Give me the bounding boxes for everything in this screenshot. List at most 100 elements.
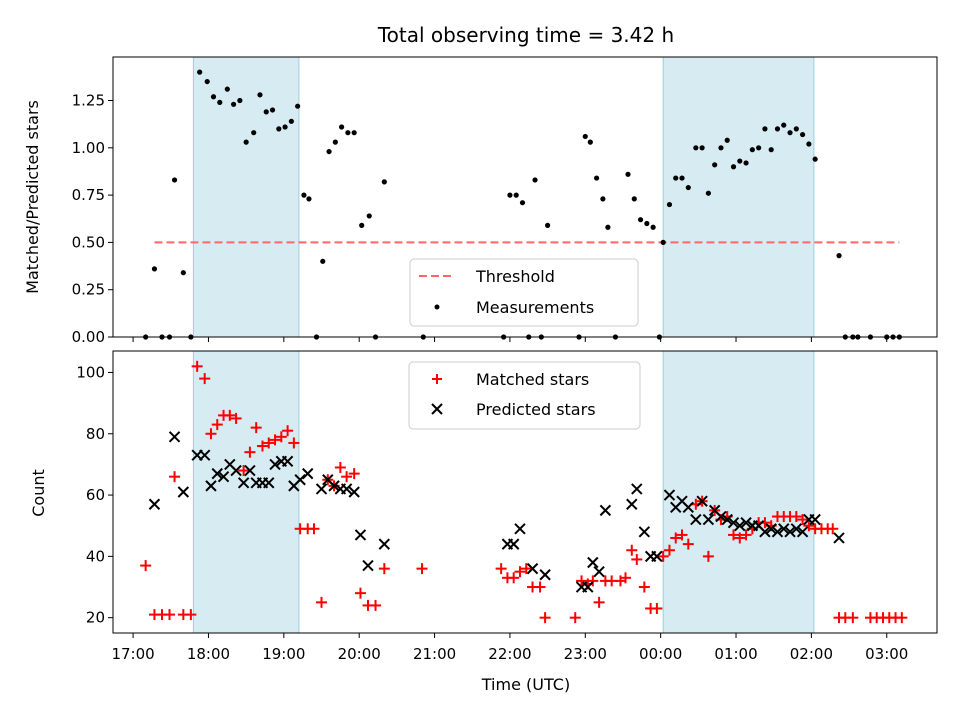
top-panel: 0.00 0.25 0.50 0.75 1.00 1.25 Total observing… — [23, 23, 938, 346]
measurement-point — [351, 130, 357, 136]
measurement-point — [359, 222, 365, 228]
matched-point — [348, 468, 360, 480]
matched-point — [827, 523, 839, 535]
measurement-point — [712, 162, 718, 168]
measurement-point — [204, 78, 210, 85]
measurement-point — [251, 130, 257, 136]
matched-point — [734, 532, 746, 544]
legend-measurements-swatch — [434, 304, 440, 310]
measurements-series — [143, 69, 902, 340]
predicted-point — [771, 526, 784, 538]
matched-point — [185, 609, 197, 621]
measurement-point — [660, 239, 666, 246]
measurement-point — [339, 124, 345, 130]
legend-threshold-label: Threshold — [475, 267, 555, 286]
matched-point — [495, 563, 507, 575]
measurement-point — [306, 196, 312, 202]
predicted-point — [682, 501, 694, 514]
matched-point — [269, 434, 281, 446]
shaded-region-0 — [192, 350, 300, 634]
x-tick-label: 01:00 — [714, 645, 757, 663]
y-tick-label: 1.25 — [72, 92, 105, 110]
bottom-shaded-regions — [192, 350, 815, 634]
predicted-point — [765, 523, 777, 535]
predicted-point — [809, 513, 821, 526]
predicted-point — [354, 529, 367, 541]
matched-point — [651, 602, 663, 614]
measurement-point — [326, 148, 332, 155]
matched-point — [539, 612, 551, 624]
predicted-point — [790, 523, 803, 535]
matched-point — [263, 437, 275, 449]
measurement-point — [217, 99, 223, 106]
y-tick-label: 60 — [86, 486, 105, 504]
bottom-legend-box — [408, 361, 641, 430]
predicted-point — [796, 526, 809, 538]
matched-point — [230, 412, 242, 424]
predicted-point — [514, 523, 526, 535]
predicted-point — [230, 464, 242, 477]
predicted-point — [205, 480, 217, 492]
measurement-point — [650, 224, 656, 230]
x-tick-label: 21:00 — [413, 645, 456, 663]
measurement-point — [301, 192, 307, 198]
measurement-point — [793, 126, 799, 132]
measurement-point — [237, 97, 243, 104]
x-tick-label: 00:00 — [639, 645, 682, 663]
matched-point — [740, 529, 752, 541]
matched-point — [282, 425, 294, 437]
bottom-x-ticks: 17:00 18:00 19:00 20:00 21:00 22:00 23:00 00:00… — [111, 633, 908, 663]
measurement-point — [366, 213, 372, 219]
measurement-point — [269, 107, 276, 113]
x-tick-label: 18:00 — [187, 645, 230, 663]
measurement-point — [180, 270, 186, 276]
matched-point — [308, 523, 320, 535]
matched-point — [370, 599, 382, 611]
matched-point — [205, 428, 217, 440]
measurement-point — [197, 69, 203, 75]
predicted-point — [696, 495, 708, 507]
shaded-region-0 — [192, 56, 300, 338]
predicted-point — [269, 458, 281, 471]
measurement-point — [345, 130, 351, 136]
matched-point — [199, 373, 211, 385]
predicted-point — [734, 520, 746, 532]
bottom-y-ticks: 20 40 60 80 100 — [76, 363, 113, 627]
top-y-ticks: 0.00 0.25 0.50 0.75 1.00 1.25 — [72, 92, 113, 346]
predicted-point — [340, 483, 353, 495]
matched-point — [569, 612, 581, 624]
predicted-point — [198, 449, 211, 461]
matched-point — [316, 596, 328, 608]
matched-point — [676, 529, 688, 541]
x-axis-label: Time (UTC) — [481, 675, 570, 694]
matched-point — [211, 419, 223, 431]
shaded-region-1 — [662, 350, 815, 634]
matched-point — [140, 560, 152, 572]
measurement-point — [693, 145, 699, 151]
measurement-point — [625, 171, 631, 177]
bottom-axes-frame — [112, 350, 938, 634]
predicted-point — [217, 470, 230, 483]
predicted-point — [715, 510, 727, 523]
matched-point — [508, 572, 520, 584]
predicted-point — [315, 483, 328, 495]
measurement-point — [756, 145, 762, 151]
matched-point — [587, 575, 599, 587]
matched-point — [514, 566, 526, 578]
matched-point — [631, 553, 643, 565]
predicted-point — [211, 467, 223, 480]
y-tick-label: 0.00 — [72, 328, 105, 346]
predicted-point — [348, 486, 360, 498]
predicted-point — [362, 559, 374, 572]
matched-point — [576, 575, 588, 587]
matched-point — [164, 609, 176, 621]
predicted-point — [631, 483, 643, 495]
measurement-point — [836, 253, 842, 259]
predicted-point — [263, 477, 275, 489]
measurement-point — [724, 137, 730, 143]
x-tick-label: 02:00 — [790, 645, 833, 663]
predicted-point — [778, 523, 790, 535]
measurement-point — [171, 177, 178, 183]
predicted-point — [593, 565, 605, 578]
